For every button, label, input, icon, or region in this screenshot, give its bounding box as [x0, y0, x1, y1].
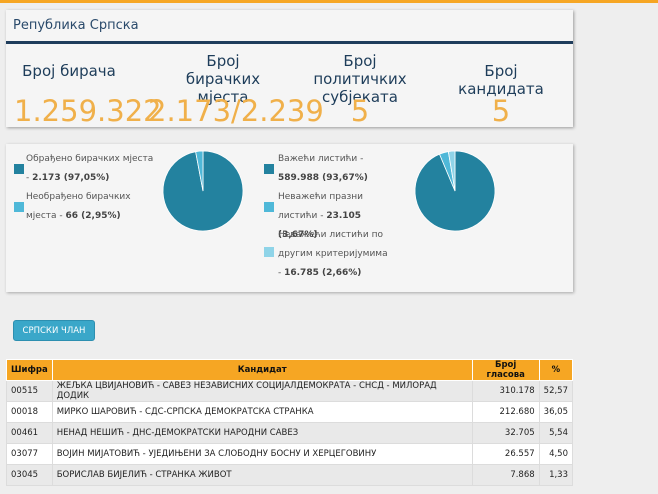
row-candidate: ВОЈИН МИЈАТОВИЋ - УЈЕДИЊЕНИ ЗА СЛОБОДНУ … [51, 443, 473, 465]
row-votes: 212.680 [471, 401, 540, 423]
row-votes: 32.705 [471, 422, 540, 444]
row-percent: 5,54 [538, 422, 574, 444]
legend-valid: Важећи листићи - 589.988 (93,67%) [278, 150, 403, 188]
row-percent: 52,57 [538, 380, 574, 402]
stat-candidates-label: Број кандидата [458, 62, 544, 98]
legend-empty-label: Неважећи празни листићи - [278, 192, 363, 221]
stat-candidates-value: 5 [491, 94, 511, 128]
table-row: 03045 БОРИСЛАВ БИЈЕЛИЋ - СТРАНКА ЖИВОТ 7… [6, 464, 574, 486]
legend-processed: Обрађено бирачких мјеста - 2.173 (97,05%… [26, 150, 156, 188]
row-percent: 1,33 [538, 464, 574, 486]
stat-political-subjects-label: Број политичких субјеката [313, 52, 407, 106]
stat-voters-label: Број бирача [22, 62, 116, 80]
pie-slice-other [447, 150, 456, 192]
legend-empty-value: 23.105 (3,67%) [278, 211, 362, 240]
legend-valid-label: Важећи листићи - [278, 154, 364, 164]
legend-other-label: Неважећи листићи по другим критеријумима… [278, 230, 388, 278]
table-row: 00018 МИРКО ШАРОВИЋ - СДС-СРПСКА ДЕМОКРА… [6, 401, 574, 423]
legend-empty: Неважећи празни листићи - 23.105 (3,67%) [278, 188, 403, 245]
col-header-percent[interactable]: % [538, 359, 574, 381]
stat-voters-value: 1.259.322 [14, 94, 162, 128]
col-header-votes[interactable]: Број гласова [471, 359, 540, 381]
col-header-code[interactable]: Шифра [6, 359, 53, 381]
stat-candidates: Број кандидата 5 [440, 62, 562, 128]
row-candidate: БОРИСЛАВ БИЈЕЛИЋ - СТРАНКА ЖИВОТ [51, 464, 473, 486]
row-percent: 4,50 [538, 443, 574, 465]
stat-polling-stations-value: 2.173/2.239 [148, 94, 324, 128]
row-votes: 310.178 [471, 380, 540, 402]
stat-political-subjects-value: 5 [350, 94, 370, 128]
row-candidate: НЕНАД НЕШИЋ - ДНС-ДЕМОКРАТСКИ НАРОДНИ СА… [51, 422, 473, 444]
stat-polling-stations: Број бирачких мјеста 2.173/2.239 [148, 52, 324, 128]
row-percent: 36,05 [538, 401, 574, 423]
legend-swatch-other [264, 247, 274, 257]
legend-other: Неважећи листићи по другим критеријумима… [278, 226, 390, 283]
stat-voters: Број бирача 1.259.322 [14, 62, 162, 128]
row-votes: 7.868 [471, 464, 540, 486]
table-row: 03077 ВОЈИН МИЈАТОВИЋ - УЈЕДИЊЕНИ ЗА СЛО… [6, 443, 574, 465]
serbian-member-button[interactable]: СРПСКИ ЧЛАН [13, 320, 95, 341]
ballots-pie [414, 150, 496, 232]
legend-unprocessed-label: Необрађено бирачких мјеста - [26, 192, 131, 221]
region-title: Република Српска [13, 18, 139, 33]
pie-slice-unprocessed [195, 150, 204, 192]
row-code: 03077 [6, 443, 53, 465]
summary-panel: Република Српска Број бирача 1.259.322 Б… [6, 10, 573, 128]
row-code: 00515 [6, 380, 53, 402]
charts-panel: Обрађено бирачких мјеста - 2.173 (97,05%… [6, 144, 573, 292]
legend-unprocessed-value: 66 (2,95%) [65, 211, 121, 221]
title-divider [6, 41, 573, 44]
row-code: 00461 [6, 422, 53, 444]
row-votes: 26.557 [471, 443, 540, 465]
legend-swatch-empty [264, 202, 274, 212]
legend-processed-label: Обрађено бирачких мјеста - [26, 154, 154, 183]
table-header-row: Шифра Кандидат Број гласова % [6, 359, 574, 381]
table-row: 00515 ЖЕЉКА ЦВИЈАНОВИЋ - САВЕЗ НЕЗАВИСНИ… [6, 380, 574, 402]
legend-swatch-valid [264, 164, 274, 174]
legend-other-value: 16.785 (2,66%) [284, 268, 362, 278]
legend-processed-value: 2.173 (97,05%) [32, 173, 110, 183]
legend-swatch-processed [14, 164, 24, 174]
col-header-candidate[interactable]: Кандидат [51, 359, 473, 381]
row-code: 03045 [6, 464, 53, 486]
polling-stations-pie [162, 150, 244, 232]
row-code: 00018 [6, 401, 53, 423]
legend-unprocessed: Необрађено бирачких мјеста - 66 (2,95%) [26, 188, 141, 226]
table-row: 00461 НЕНАД НЕШИЋ - ДНС-ДЕМОКРАТСКИ НАРО… [6, 422, 574, 444]
row-candidate: ЖЕЉКА ЦВИЈАНОВИЋ - САВЕЗ НЕЗАВИСНИХ СОЦИ… [51, 380, 473, 402]
results-table: Шифра Кандидат Број гласова % 00515 ЖЕЉК… [6, 359, 574, 486]
legend-valid-value: 589.988 (93,67%) [278, 173, 368, 183]
stat-political-subjects: Број политичких субјеката 5 [296, 52, 424, 128]
row-candidate: МИРКО ШАРОВИЋ - СДС-СРПСКА ДЕМОКРАТСКА С… [51, 401, 473, 423]
top-accent-line [0, 0, 658, 3]
legend-swatch-unprocessed [14, 202, 24, 212]
stat-polling-stations-label: Број бирачких мјеста [185, 52, 261, 106]
